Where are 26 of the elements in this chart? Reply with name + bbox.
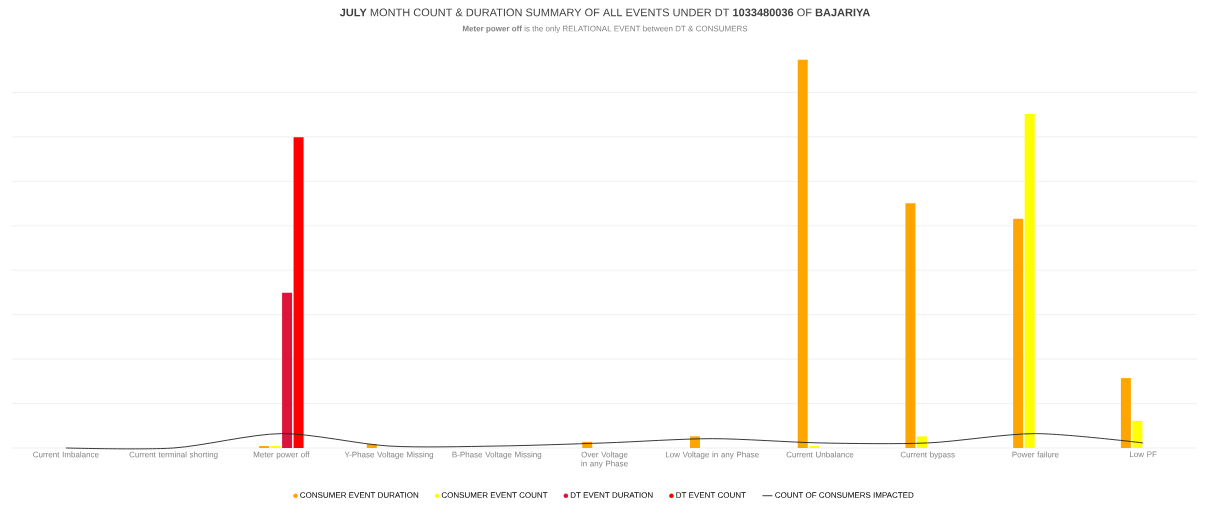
chart-title: JULY MONTH COUNT & DURATION SUMMARY OF ALL EVENTS UNDER DT 1033480036 OF BAJARIYA	[339, 8, 870, 17]
legend-label: CONSUMER EVENT DURATION	[300, 492, 419, 498]
legend-label: CONSUMER EVENT COUNT	[441, 492, 548, 498]
bar	[282, 292, 293, 448]
chart-subtitle: Meter power off is the only RELATIONAL EVENT between DT & CONSUMERS	[462, 25, 748, 33]
x-tick-label: Current bypass	[900, 451, 955, 459]
x-tick-label: Y-Phase Voltage Missing	[344, 451, 434, 459]
x-tick-label: Power failure	[1012, 451, 1059, 458]
bar	[1120, 378, 1131, 448]
x-tick-label: Current terminal shorting	[129, 451, 218, 459]
legend-label: DT EVENT DURATION	[570, 492, 653, 498]
legend-label: COUNT OF CONSUMERS IMPACTED	[775, 492, 914, 498]
x-tick-label: Meter power off	[253, 451, 310, 459]
x-tick-label: Current Unbalance	[786, 451, 854, 458]
bar	[1013, 218, 1024, 448]
x-tick-label: Low Voltage in any Phase	[665, 451, 759, 459]
bar	[905, 203, 916, 448]
x-tick-label: B-Phase Voltage Missing	[452, 451, 542, 459]
bar	[293, 137, 304, 448]
legend-label: DT EVENT COUNT	[676, 492, 746, 498]
bar	[1132, 420, 1143, 448]
bar	[797, 59, 808, 448]
x-tick-label: Current Imbalance	[33, 451, 99, 458]
x-tick-label: Low PF	[1130, 451, 1157, 458]
bar	[1024, 114, 1035, 448]
x-tick-label: Over Voltage in any Phase	[581, 451, 628, 468]
